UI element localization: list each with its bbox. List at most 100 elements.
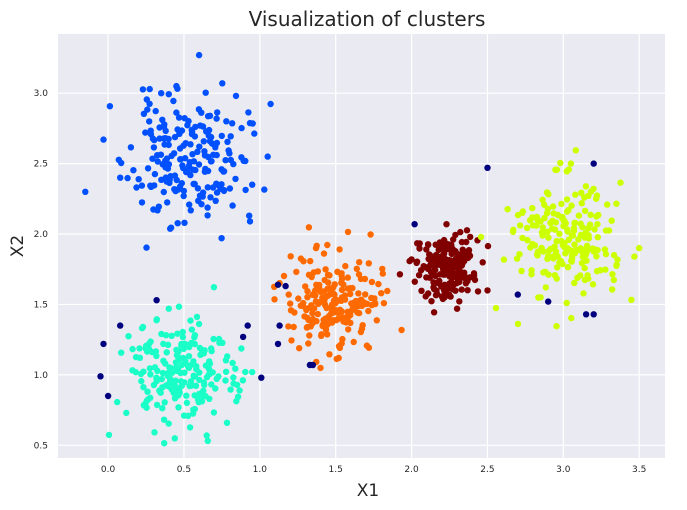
data-point [354, 309, 361, 316]
data-point [582, 183, 590, 190]
data-point [463, 227, 471, 234]
data-point [181, 340, 188, 347]
data-point [175, 303, 183, 310]
data-point [127, 144, 135, 151]
data-point [180, 192, 187, 200]
data-point [138, 377, 145, 385]
y-tick-label: 2.5 [34, 160, 48, 170]
data-point [225, 147, 232, 154]
data-point [581, 194, 588, 201]
data-point [200, 387, 207, 394]
data-point [146, 85, 153, 93]
data-point [274, 340, 282, 348]
data-point [173, 176, 180, 184]
data-point [165, 161, 173, 168]
data-point [249, 368, 256, 376]
data-point [565, 166, 572, 173]
data-point [614, 256, 621, 263]
data-point [594, 221, 601, 228]
data-point [581, 234, 589, 241]
series-cluster-1 [82, 51, 274, 251]
data-point [173, 109, 180, 116]
data-point [129, 345, 136, 353]
data-point [201, 347, 208, 354]
data-point [140, 110, 148, 118]
data-point [418, 287, 425, 294]
data-point [210, 335, 217, 343]
data-point [181, 219, 188, 226]
data-point [347, 290, 354, 298]
data-point [219, 80, 226, 87]
data-point [604, 201, 611, 208]
data-point [561, 217, 568, 224]
y-tick-label: 2.0 [34, 230, 49, 240]
data-point [140, 368, 147, 375]
data-point [232, 92, 240, 100]
data-point [187, 207, 194, 214]
data-point [362, 291, 369, 298]
data-point [572, 191, 579, 198]
data-point [415, 272, 423, 279]
data-point [160, 123, 168, 130]
data-point [267, 100, 274, 108]
data-point [559, 260, 566, 268]
data-point [174, 220, 181, 227]
data-point [593, 268, 601, 275]
data-point [452, 248, 459, 255]
data-point [290, 323, 297, 331]
y-tick-label: 1.0 [34, 371, 49, 381]
data-point [320, 250, 328, 257]
data-point [552, 248, 560, 255]
data-point [288, 337, 295, 344]
data-point [542, 284, 549, 291]
data-point [173, 346, 180, 354]
data-point [184, 412, 192, 419]
data-point [492, 304, 500, 312]
x-tick-label: 3.0 [556, 465, 571, 475]
data-point [212, 385, 219, 392]
data-point [185, 162, 193, 170]
data-point [587, 211, 594, 218]
data-point [187, 378, 195, 385]
data-point [322, 266, 329, 273]
data-point [238, 345, 245, 352]
data-point [528, 267, 535, 274]
data-point [344, 309, 352, 316]
data-point [479, 259, 486, 266]
data-point [518, 267, 525, 275]
data-point [196, 143, 203, 150]
x-tick-labels: 0.0 0.5 1.0 1.5 2.0 2.5 3.0 3.5 [101, 465, 646, 475]
data-point [209, 140, 216, 147]
data-point [500, 256, 508, 263]
data-point [233, 381, 241, 388]
data-point [190, 358, 197, 365]
data-point [340, 318, 347, 325]
data-point [222, 357, 230, 364]
data-point [193, 313, 201, 321]
data-point [553, 323, 560, 330]
data-point [138, 324, 146, 332]
data-point [453, 269, 461, 277]
data-point [143, 244, 150, 251]
data-point [158, 375, 165, 383]
data-point [352, 297, 359, 305]
data-point [549, 203, 557, 210]
data-point [238, 124, 245, 132]
data-point [213, 115, 220, 122]
data-point [453, 256, 460, 264]
data-point [155, 203, 162, 210]
data-point [605, 227, 613, 234]
data-point [124, 174, 131, 182]
data-point [133, 184, 140, 191]
data-point [529, 204, 536, 212]
data-point [186, 343, 193, 351]
data-point [463, 238, 470, 246]
data-point [564, 264, 572, 271]
data-point [190, 180, 197, 188]
data-point [167, 225, 174, 232]
data-point [317, 364, 324, 372]
data-point [617, 179, 624, 186]
data-point [233, 398, 240, 405]
data-point [194, 148, 201, 155]
data-point [192, 382, 200, 389]
